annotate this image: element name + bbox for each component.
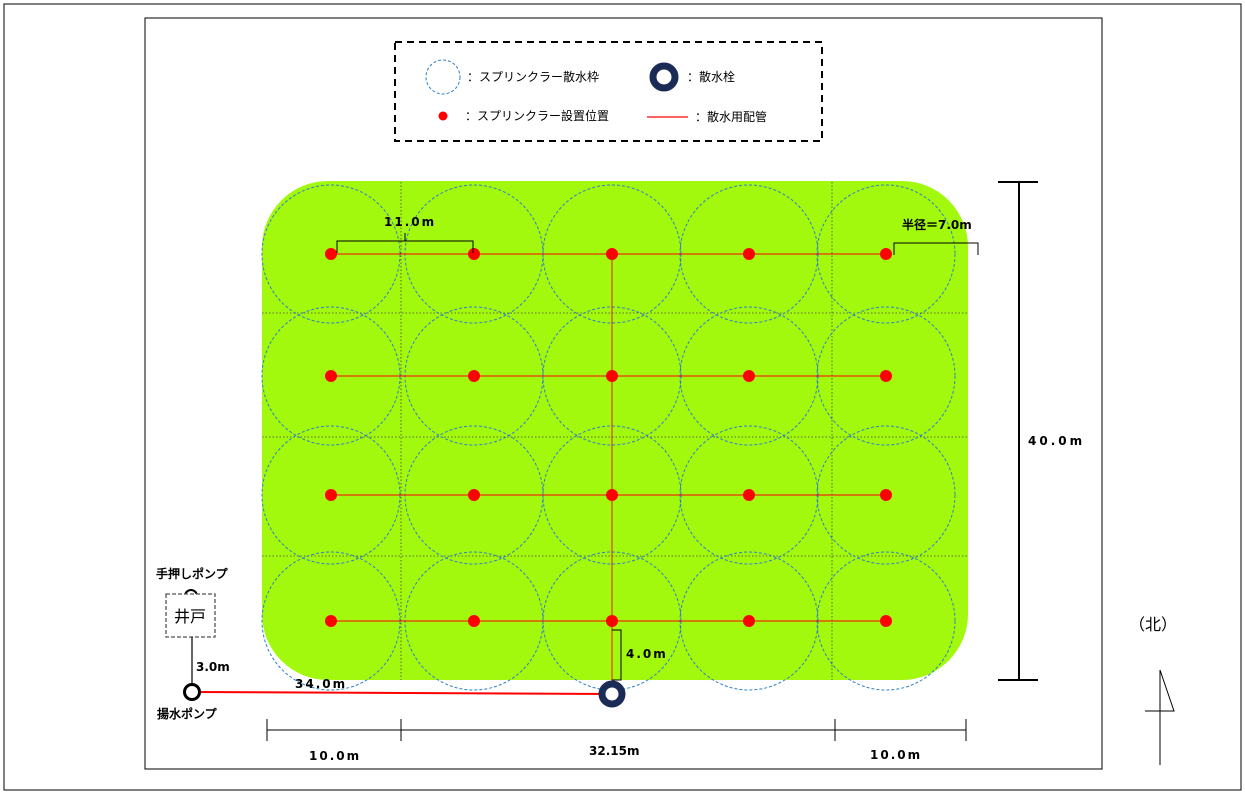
main-supply-pipe [191, 691, 613, 695]
width-right-label: 10.0m [870, 748, 922, 762]
legend-label-circle: ：スプリンクラー散水枠 [467, 69, 599, 84]
green-field [262, 181, 968, 680]
legend-label-hydrant: ：散水栓 [687, 69, 735, 84]
width-dimension [266, 719, 967, 741]
drawing-frame [144, 17, 1103, 770]
hydrant-offset-label: 4.0m [626, 647, 668, 661]
north-arrow-icon [1145, 669, 1175, 765]
spacing-bracket [336, 233, 474, 253]
well-box [165, 593, 216, 638]
legend-circle-icon [425, 59, 461, 95]
north-label: （北） [1129, 615, 1177, 634]
width-left-label: 10.0m [309, 749, 361, 763]
legend-dot-icon [438, 111, 448, 121]
height-dimension [998, 181, 1038, 681]
legend-label-dot: ：スプリンクラー設置位置 [465, 108, 609, 123]
sprinkler-position [880, 615, 892, 627]
well-to-pump-label: 3.0m [196, 660, 230, 674]
sprinkler-position [743, 615, 755, 627]
legend-hydrant-icon [649, 62, 679, 92]
sprinkler-position [325, 370, 337, 382]
sprinkler-position [325, 615, 337, 627]
sprinkler-position [325, 489, 337, 501]
hand-pump-label: 手押しポンプ [156, 566, 229, 581]
sprinkler-position [743, 248, 755, 260]
sprinkler-position [880, 370, 892, 382]
sprinkler-position [468, 615, 480, 627]
height-label: 40.0m [1028, 434, 1085, 448]
sprinkler-dots [325, 248, 892, 627]
sprinkler-position [743, 370, 755, 382]
legend-label-pipe: ：散水用配管 [695, 109, 767, 124]
lift-pump-icon [183, 683, 201, 701]
well-label: 井戸 [174, 607, 206, 626]
legend: ：スプリンクラー散水枠 ：散水栓 ：スプリンクラー設置位置 ：散水用配管 [394, 41, 823, 142]
sprinkler-position [468, 370, 480, 382]
radius-bracket [893, 242, 979, 255]
sprinkler-position [468, 248, 480, 260]
lift-pump-label: 揚水ポンプ [157, 706, 218, 721]
sprinkler-position [606, 489, 618, 501]
sprinkler-position [325, 248, 337, 260]
sprinkler-position [606, 615, 618, 627]
sprinkler-position [880, 489, 892, 501]
spacing-label: 11.0m [384, 215, 436, 229]
sprinkler-position [606, 248, 618, 260]
pipe-length-label: 34.0m [295, 677, 347, 691]
sprinkler-position [880, 248, 892, 260]
outer-frame [3, 3, 1242, 791]
sprinkler-position [743, 489, 755, 501]
radius-label: 半径＝7.0m [902, 217, 972, 232]
legend-box [394, 41, 823, 142]
sprinkler-position [606, 370, 618, 382]
sprinkler-position [468, 489, 480, 501]
hydrant-offset-bracket [612, 629, 622, 681]
hydrant-icon [598, 680, 626, 708]
width-middle-label: 32.15m [589, 744, 639, 758]
